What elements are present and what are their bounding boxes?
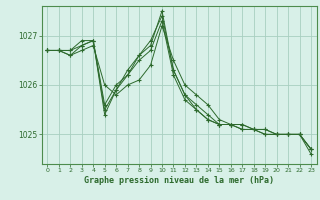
X-axis label: Graphe pression niveau de la mer (hPa): Graphe pression niveau de la mer (hPa): [84, 176, 274, 185]
